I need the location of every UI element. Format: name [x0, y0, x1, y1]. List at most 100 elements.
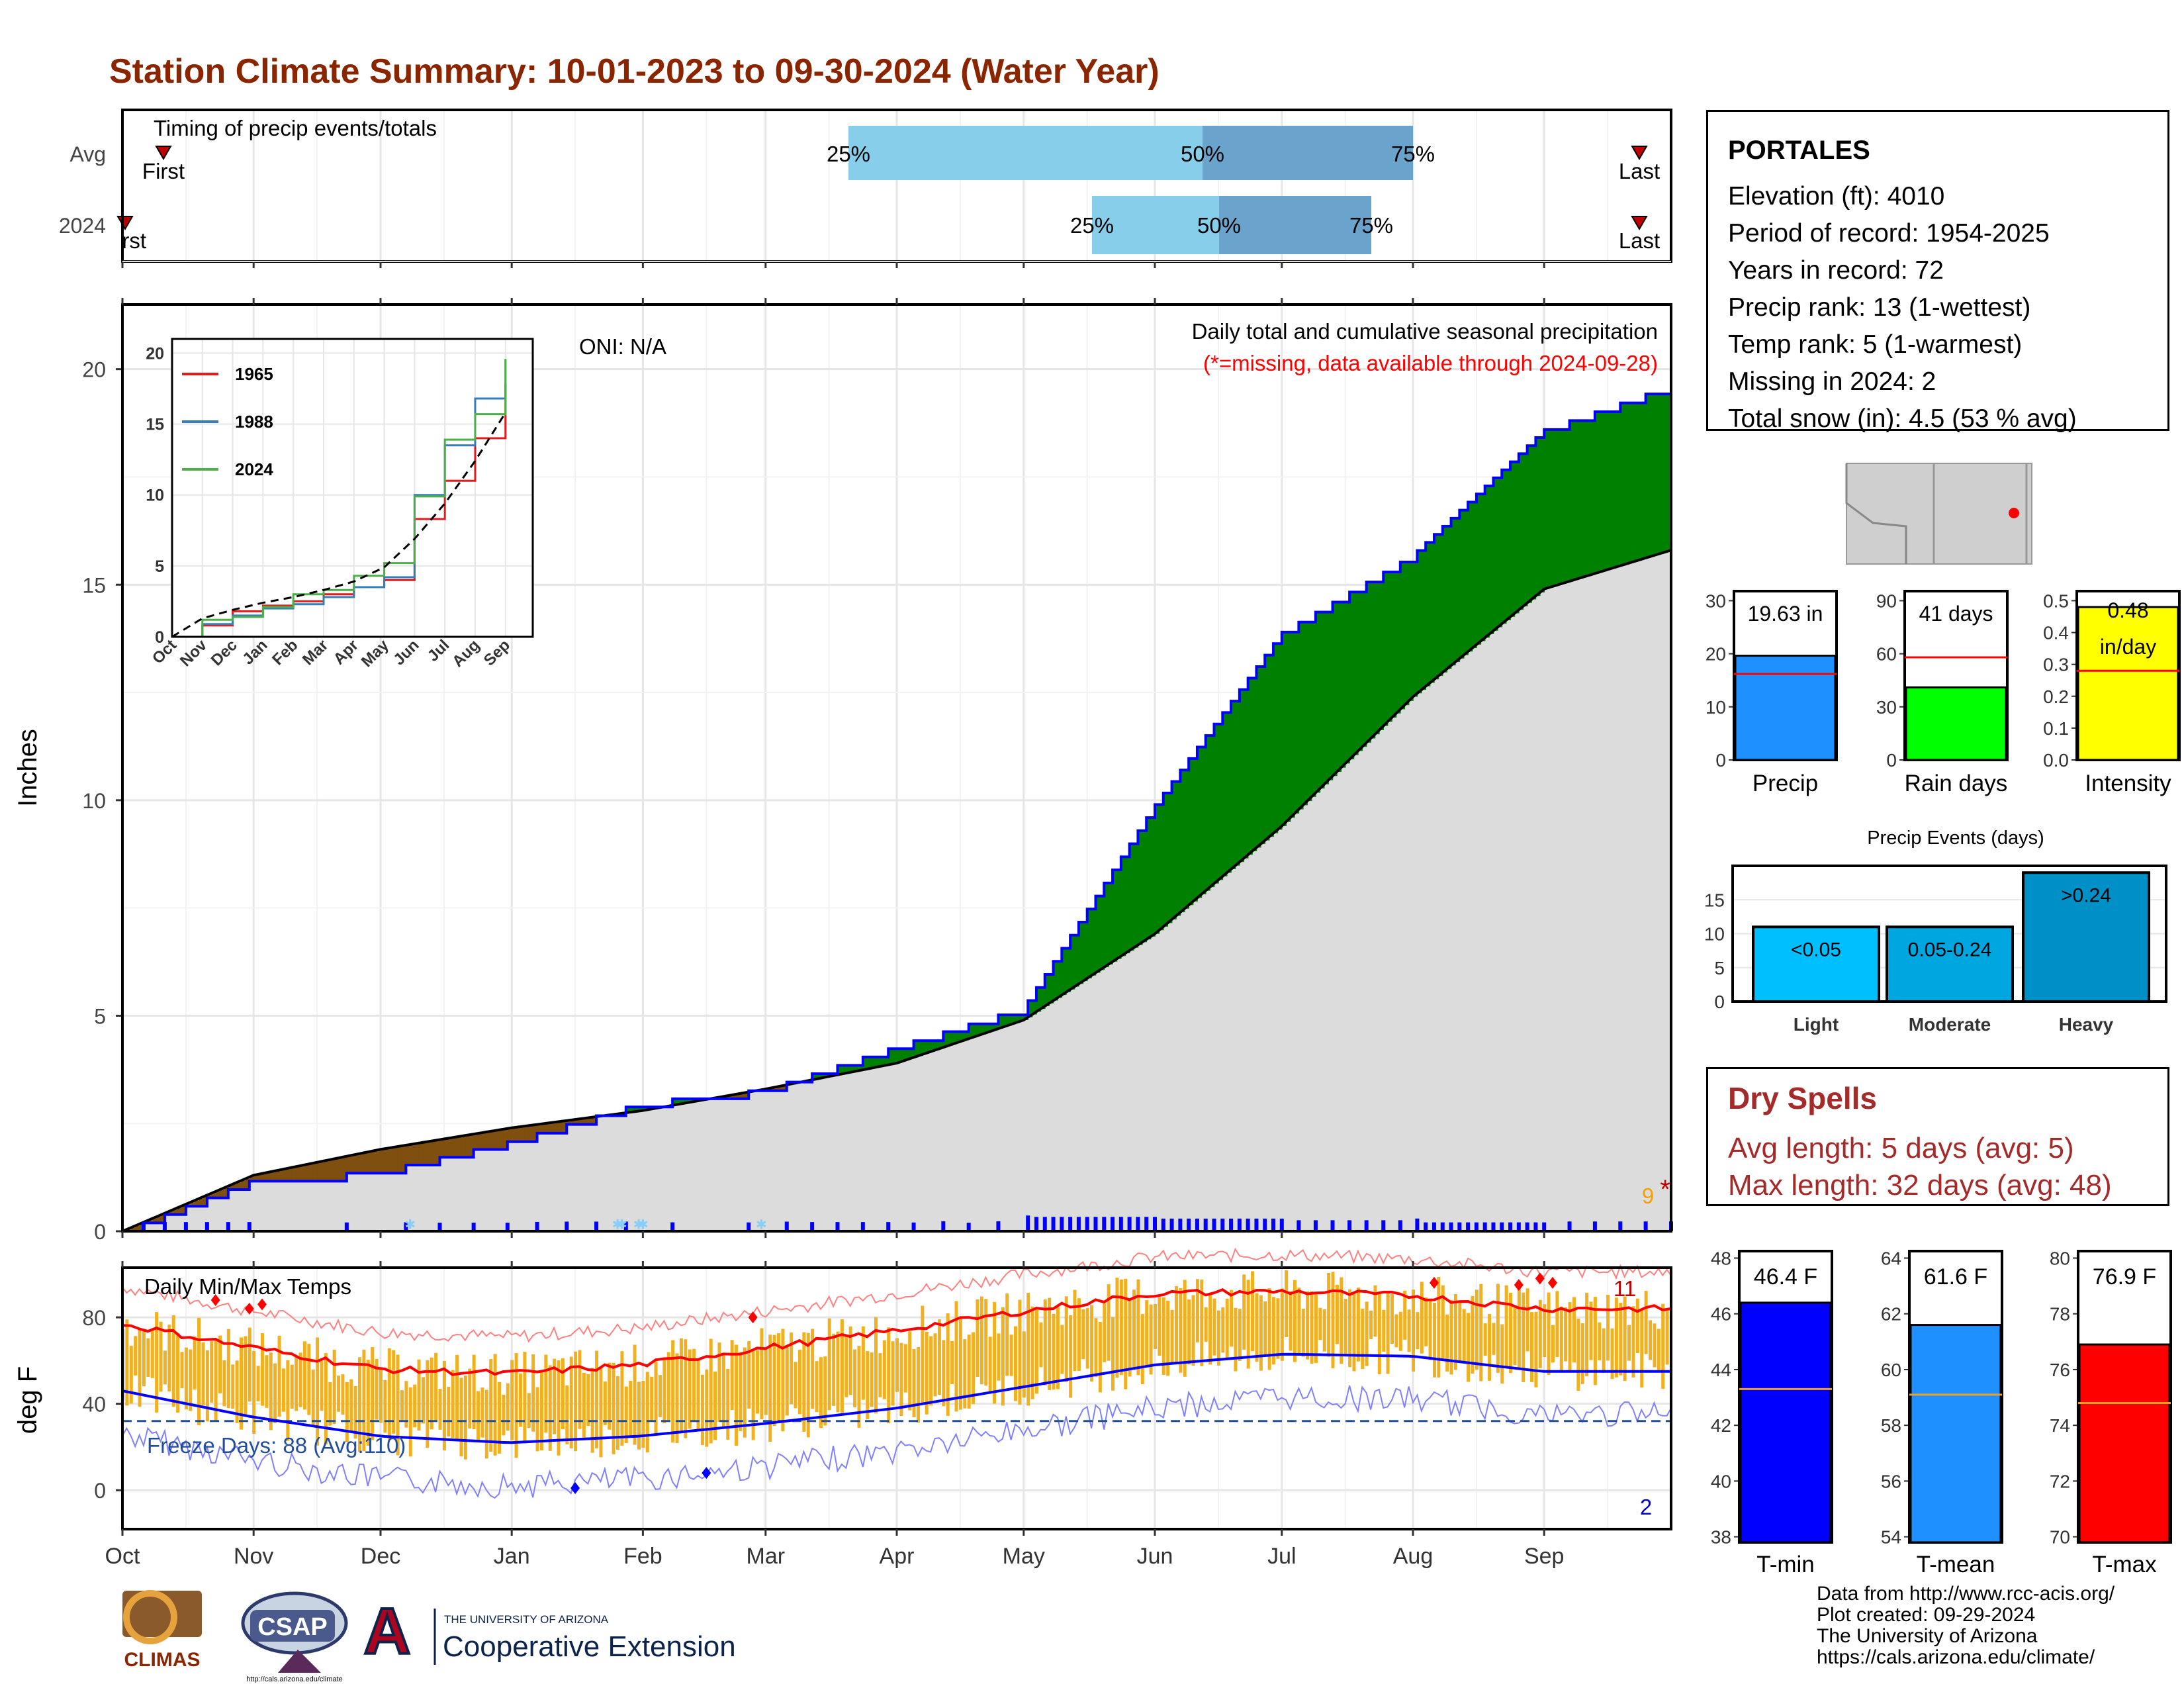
- month-label: May: [1003, 1544, 1045, 1569]
- deficit-segment: [367, 1152, 373, 1174]
- daily-precip-bar: [1440, 1222, 1445, 1231]
- deficit-segment: [325, 1160, 331, 1182]
- surplus-segment: [1142, 830, 1148, 943]
- daily-temp-bar: [1022, 1331, 1026, 1398]
- daily-temp-bar: [1136, 1279, 1140, 1376]
- surplus-segment: [837, 1065, 842, 1075]
- deficit-segment: [422, 1142, 428, 1166]
- daily-temp-bar: [709, 1338, 713, 1444]
- daily-temp-bar: [1289, 1291, 1293, 1351]
- daily-temp-bar: [916, 1347, 920, 1423]
- surplus-segment: [981, 1023, 987, 1035]
- daily-temp-bar: [1356, 1288, 1360, 1362]
- surplus-segment: [1518, 453, 1524, 610]
- deficit-segment: [236, 1182, 242, 1190]
- daily-temp-bar: [1517, 1286, 1521, 1369]
- surplus-segment: [1222, 712, 1228, 876]
- deficit-segment: [304, 1164, 310, 1182]
- daily-temp-bar: [819, 1357, 823, 1429]
- daily-temp-bar: [484, 1389, 488, 1459]
- credit-data-source: Data from http://www.rcc-acis.org/: [1817, 1583, 2115, 1605]
- deficit-segment: [363, 1152, 369, 1174]
- daily-temp-bar: [1377, 1292, 1381, 1374]
- daily-temp-bar: [320, 1361, 324, 1411]
- daily-temp-bar: [1589, 1301, 1593, 1360]
- daily-temp-bar: [976, 1299, 979, 1377]
- temp-panel-label: Daily Min/Max Temps: [144, 1274, 351, 1299]
- deficit-segment: [181, 1205, 187, 1215]
- surplus-segment: [1057, 961, 1063, 998]
- month-label: Jun: [1137, 1544, 1173, 1569]
- surplus-segment: [964, 1031, 970, 1041]
- surplus-segment: [1578, 420, 1583, 579]
- daily-temp-bar: [1572, 1297, 1576, 1363]
- daily-temp-bar: [1555, 1291, 1559, 1357]
- daily-temp-bar: [590, 1368, 594, 1453]
- daily-temp-bar: [1327, 1273, 1331, 1357]
- surplus-segment: [977, 1023, 982, 1036]
- daily-temp-bar: [273, 1363, 277, 1423]
- daily-temp-bar: [1340, 1277, 1343, 1364]
- surplus-segment: [1116, 870, 1122, 959]
- surplus-segment: [1159, 804, 1164, 931]
- inset-avg-line: [171, 412, 507, 638]
- daily-temp-bar: [633, 1344, 637, 1445]
- surplus-segment: [985, 1023, 991, 1033]
- deficit-segment: [435, 1140, 441, 1166]
- daily-temp-bar: [1619, 1302, 1623, 1376]
- surplus-segment: [1108, 882, 1113, 964]
- deficit-segment: [562, 1121, 568, 1133]
- deficit-segment: [482, 1133, 487, 1150]
- surplus-segment: [973, 1023, 978, 1037]
- daily-temp-bar: [345, 1382, 349, 1442]
- daily-precip-bar: [1237, 1218, 1242, 1231]
- deficit-segment: [211, 1193, 216, 1198]
- surplus-segment: [1433, 534, 1439, 680]
- avg-q25-50-bar: [848, 126, 1203, 180]
- surplus-segment: [689, 1098, 694, 1103]
- daily-temp-bar: [882, 1340, 886, 1399]
- deficit-segment: [160, 1215, 165, 1223]
- daily-precip-bar: [1085, 1217, 1089, 1231]
- deficit-segment: [283, 1169, 289, 1182]
- surplus-segment: [1091, 909, 1097, 976]
- tbar-value: 46.4 F: [1754, 1264, 1817, 1289]
- daily-temp-bar: [396, 1354, 400, 1456]
- daily-temp-bar: [421, 1377, 425, 1424]
- month-axis: Oct Nov Dec Jan Feb Mar Apr May Jun Jul Aug Sep: [105, 1544, 1565, 1569]
- daily-precip-bar: [911, 1222, 916, 1231]
- surplus-segment: [956, 1031, 961, 1043]
- daily-temp-bar: [1204, 1307, 1208, 1342]
- y2024-first-label: First: [104, 228, 146, 253]
- daily-precip-bar: [404, 1222, 408, 1231]
- surplus-segment: [1286, 632, 1291, 822]
- surplus-segment: [938, 1041, 944, 1049]
- daily-precip-bar: [1118, 1217, 1123, 1231]
- station-period: Period of record: 1954-2025: [1728, 219, 2050, 248]
- daily-temp-bar: [290, 1364, 294, 1409]
- daily-temp-bar: [645, 1372, 649, 1453]
- daily-temp-bar: [316, 1337, 320, 1446]
- daily-temp-bar: [159, 1321, 163, 1392]
- surplus-segment: [1366, 582, 1371, 743]
- tbar-name: T-min: [1756, 1552, 1815, 1577]
- credit-university: The University of Arizona: [1817, 1625, 2038, 1647]
- surplus-segment: [1256, 666, 1261, 848]
- daily-temp-bar: [1479, 1284, 1483, 1382]
- surplus-segment: [1062, 948, 1067, 996]
- daily-temp-bar: [295, 1356, 298, 1411]
- events-ytick-label: 15: [1704, 890, 1725, 910]
- deficit-segment: [257, 1174, 263, 1182]
- surplus-segment: [888, 1049, 893, 1065]
- daily-temp-bar: [603, 1381, 607, 1425]
- daily-temp-bar: [726, 1368, 730, 1440]
- deficit-segment: [249, 1177, 254, 1182]
- avg-first-label: First: [142, 159, 185, 183]
- surplus-segment: [854, 1065, 860, 1072]
- daily-precip-bar: [747, 1222, 751, 1231]
- surplus-segment: [1658, 394, 1664, 555]
- ua-big-text: Cooperative Extension: [443, 1630, 736, 1663]
- surplus-segment: [1468, 502, 1473, 652]
- daily-temp-bar: [1623, 1296, 1627, 1382]
- daily-temp-bar: [802, 1332, 806, 1432]
